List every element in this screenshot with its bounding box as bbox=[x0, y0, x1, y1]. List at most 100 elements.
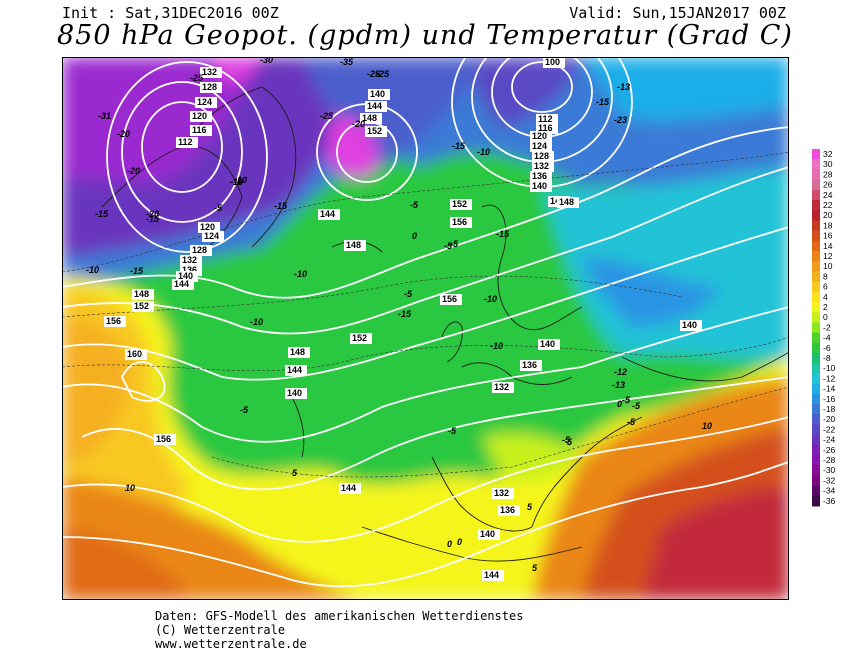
legend-swatch bbox=[812, 495, 820, 507]
legend-tick-label: -20 bbox=[823, 414, 836, 424]
geopotential-label-bg bbox=[200, 67, 222, 78]
temperature-label: -10 bbox=[294, 269, 307, 279]
geopotential-label-bg bbox=[202, 231, 224, 242]
coastlines bbox=[101, 86, 789, 562]
temperature-label: -5 bbox=[622, 395, 631, 405]
geopotential-label: 144 bbox=[320, 209, 335, 219]
temperature-label: -31 bbox=[98, 111, 111, 121]
legend-swatch bbox=[812, 302, 820, 313]
geopotential-label-bg bbox=[190, 111, 212, 122]
legend-swatch bbox=[812, 383, 820, 395]
temperature-label: -20 bbox=[352, 119, 365, 129]
temperature-label: -15 bbox=[274, 201, 288, 211]
legend-swatch bbox=[812, 393, 820, 405]
temperature-label: -30 bbox=[260, 57, 273, 65]
geopotential-label-bg bbox=[530, 131, 552, 142]
temperature-label: -35 bbox=[340, 57, 354, 67]
legend-tick-label: -4 bbox=[823, 333, 831, 343]
geopotential-label: 140 bbox=[178, 271, 193, 281]
legend-swatch bbox=[812, 200, 820, 211]
legend-swatch bbox=[812, 444, 820, 456]
legend-tick-label: 28 bbox=[823, 169, 833, 179]
geopotential-label-bg bbox=[190, 245, 212, 256]
geopotential-label: 152 bbox=[452, 199, 467, 209]
geopotential-label-bg bbox=[132, 289, 154, 300]
geopotential-label-bg bbox=[180, 255, 202, 266]
geopotential-label-bg bbox=[176, 137, 198, 148]
geopotential-label: 148 bbox=[290, 347, 305, 357]
geopotential-label: 136 bbox=[182, 265, 197, 275]
legend-swatch bbox=[812, 363, 820, 374]
geopotential-label-bg bbox=[530, 141, 552, 152]
geopotential-label: 156 bbox=[106, 316, 121, 326]
geopotential-contours bbox=[62, 57, 789, 588]
legend-tick-label: 8 bbox=[823, 271, 828, 281]
legend-swatch bbox=[812, 210, 820, 221]
legend-tick-label: 24 bbox=[823, 190, 833, 200]
temperature-label: -10 bbox=[230, 177, 243, 187]
geopotential-label: 148 bbox=[134, 289, 149, 299]
legend-tick-label: 32 bbox=[823, 149, 833, 159]
legend-tick-label: -18 bbox=[823, 404, 836, 414]
geopotential-label: 148 bbox=[362, 113, 377, 123]
geopotential-label: 116 bbox=[192, 125, 207, 135]
geopotential-label-bg bbox=[368, 89, 390, 100]
legend-swatch bbox=[812, 230, 820, 242]
geopotential-labels: 1321281241201161121401441481521001121161… bbox=[104, 57, 702, 581]
isotherms bbox=[62, 151, 789, 478]
temperature-label: 10 bbox=[125, 483, 135, 493]
temperature-label: 5 bbox=[567, 437, 573, 447]
geopotential-label: 128 bbox=[534, 151, 549, 161]
temperature-label: -13 bbox=[617, 82, 630, 92]
geopotential-label-bg bbox=[492, 488, 514, 499]
legend-swatch bbox=[812, 149, 820, 160]
geopotential-label-bg bbox=[200, 82, 222, 93]
temperature-label: -5 bbox=[450, 239, 459, 249]
legend-tick-label: 14 bbox=[823, 241, 833, 251]
legend-tick-label: 4 bbox=[823, 292, 828, 302]
legend-tick-label: -22 bbox=[823, 424, 836, 434]
legend-tick-label: 12 bbox=[823, 251, 833, 261]
geopotential-label-bg bbox=[172, 279, 194, 290]
geopotential-label: 112 bbox=[178, 137, 193, 147]
legend-tick-label: 26 bbox=[823, 180, 833, 190]
geopotential-label-bg bbox=[520, 360, 542, 371]
temperature-label: -5 bbox=[562, 435, 571, 445]
temperature-legend: 32302826242220181614121086420-2-4-6-8-10… bbox=[812, 149, 836, 507]
temperature-label: 0 bbox=[412, 231, 417, 241]
website-link[interactable]: www.wetterzentrale.de bbox=[155, 637, 307, 651]
geopotential-label-bg bbox=[318, 209, 340, 220]
geopotential-label: 116 bbox=[538, 123, 553, 133]
geopotential-label: 144 bbox=[341, 483, 356, 493]
legend-swatch bbox=[812, 465, 820, 476]
geopotential-label-bg bbox=[365, 101, 387, 112]
legend-swatch bbox=[812, 322, 820, 334]
legend-tick-label: 6 bbox=[823, 282, 828, 292]
geopotential-label: 152 bbox=[134, 301, 149, 311]
legend-swatch bbox=[812, 251, 820, 262]
legend-swatch bbox=[812, 485, 820, 497]
legend-swatch bbox=[812, 261, 820, 272]
legend-tick-label: -16 bbox=[823, 394, 836, 404]
legend-tick-label: -14 bbox=[823, 384, 836, 394]
temperature-label: -10 bbox=[250, 317, 263, 327]
geopotential-label-bg bbox=[180, 265, 202, 276]
legend-swatch bbox=[812, 373, 820, 385]
geopotential-label-bg bbox=[198, 222, 220, 233]
temperature-label: -5 bbox=[214, 203, 223, 213]
legend-tick-label: -8 bbox=[823, 353, 831, 363]
temperature-label: 0 bbox=[457, 537, 462, 547]
legend-swatch bbox=[812, 189, 820, 201]
legend-tick-label: 30 bbox=[823, 159, 833, 169]
temperature-label: -15 bbox=[398, 309, 412, 319]
geopotential-label: 132 bbox=[182, 255, 197, 265]
temperature-label: -5 bbox=[234, 177, 243, 187]
geopotential-label-bg bbox=[104, 316, 126, 327]
temperature-label: 5 bbox=[532, 563, 538, 573]
legend-swatch bbox=[812, 169, 820, 181]
geopotential-label: 140 bbox=[287, 388, 302, 398]
geopotential-label: 112 bbox=[538, 114, 553, 124]
geopotential-label-bg bbox=[536, 123, 558, 134]
geopotential-label-bg bbox=[344, 240, 366, 251]
geopotential-label: 120 bbox=[532, 131, 547, 141]
